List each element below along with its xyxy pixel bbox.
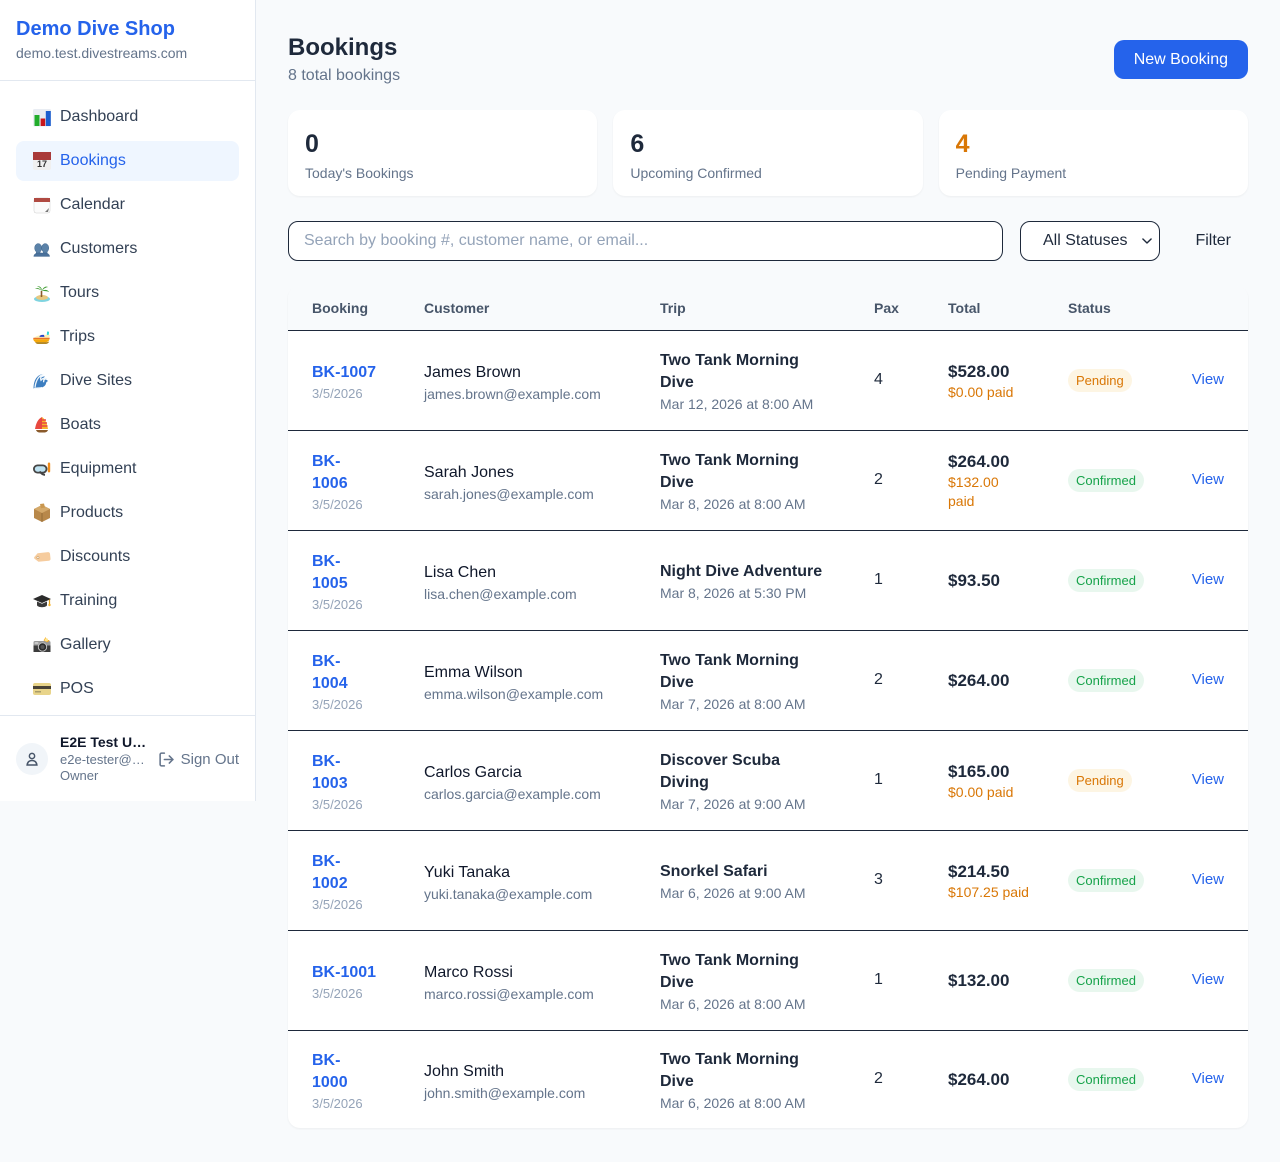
svg-text:17: 17 <box>37 159 47 169</box>
